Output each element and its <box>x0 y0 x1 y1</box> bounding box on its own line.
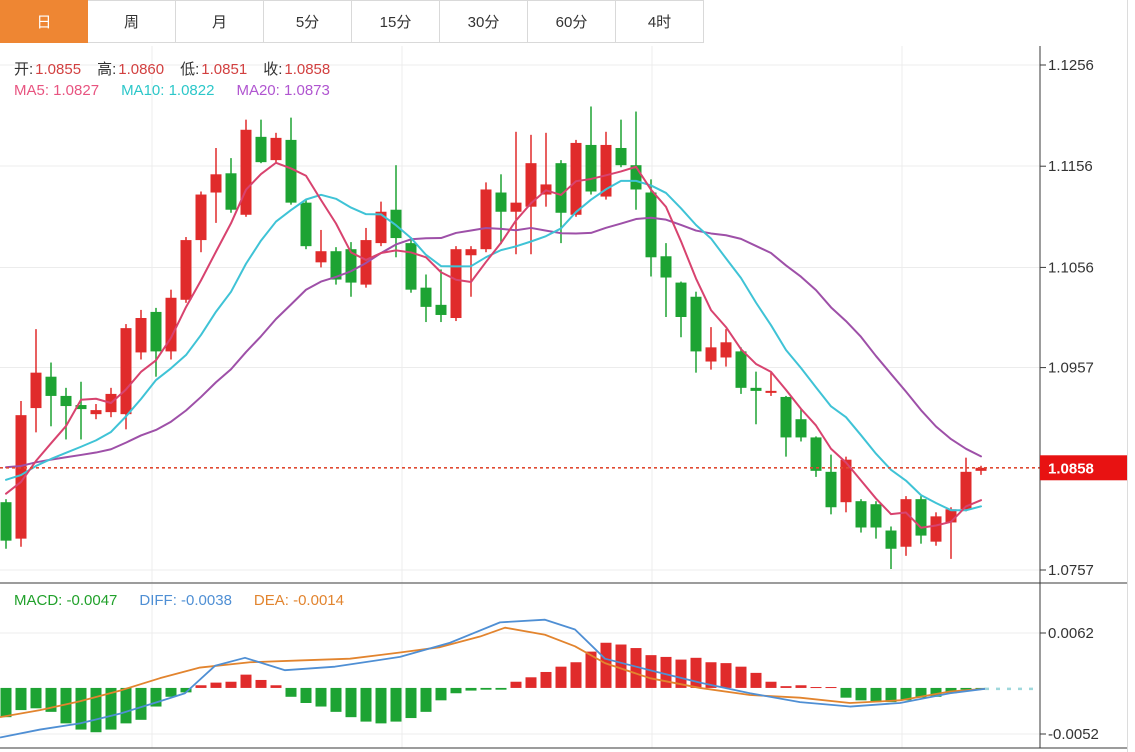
timeframe-tab-day[interactable]: 日 <box>0 0 88 43</box>
macd-value: MACD: -0.0047 <box>14 592 118 609</box>
svg-text:1.0858: 1.0858 <box>1048 460 1094 477</box>
candles-layer <box>0 106 987 569</box>
ma10-legend: MA10: 1.0822 <box>121 82 215 99</box>
macd-axis-labels: 0.0062 -0.0052 <box>1040 625 1099 743</box>
svg-text:1.0957: 1.0957 <box>1048 360 1094 377</box>
svg-text:0.0062: 0.0062 <box>1048 625 1094 642</box>
close-label: 收: <box>263 61 283 78</box>
timeframe-tab-month[interactable]: 月 <box>176 0 264 43</box>
timeframe-tab-5min[interactable]: 5分 <box>264 0 352 43</box>
ma-legend: MA5: 1.0827 MA10: 1.0822 MA20: 1.0873 <box>14 82 330 99</box>
timeframe-tab-15min[interactable]: 15分 <box>352 0 440 43</box>
diff-value: DIFF: -0.0038 <box>139 592 232 609</box>
timeframe-tab-week[interactable]: 周 <box>88 0 176 43</box>
svg-text:1.1056: 1.1056 <box>1048 259 1094 276</box>
right-edge-border <box>1127 0 1128 752</box>
low-value: 1.0851 <box>201 61 248 78</box>
dea-value: DEA: -0.0014 <box>253 592 344 609</box>
open-value: 1.0855 <box>35 61 82 78</box>
ma20-line <box>5 216 982 469</box>
dea-line <box>0 626 986 719</box>
low-label: 低: <box>180 61 200 78</box>
ma5-line <box>5 161 982 529</box>
chart-frame <box>0 46 1128 749</box>
current-price-tag: 1.0858 <box>1040 455 1128 481</box>
open-label: 开: <box>14 61 34 78</box>
high-value: 1.0860 <box>118 61 165 78</box>
timeframe-tabbar: 日周月 5分 15分 30分 60分 4时 <box>0 0 704 44</box>
timeframe-tab-30min[interactable]: 30分 <box>440 0 528 43</box>
timeframe-tab-4hour[interactable]: 4时 <box>616 0 704 43</box>
macd-legend: MACD: -0.0047 DIFF: -0.0038 DEA: -0.0014 <box>14 592 344 609</box>
svg-text:1.1256: 1.1256 <box>1048 57 1094 74</box>
svg-text:1.1156: 1.1156 <box>1048 158 1093 175</box>
ma20-legend: MA20: 1.0873 <box>236 82 330 99</box>
high-label: 高: <box>97 61 117 78</box>
diff-line <box>0 618 986 739</box>
macd-histogram <box>0 642 987 733</box>
timeframe-tab-60min[interactable]: 60分 <box>528 0 616 43</box>
ma5-legend: MA5: 1.0827 <box>14 82 100 99</box>
price-axis-labels: 1.1256 1.1156 1.1056 1.0957 1.0757 <box>1040 57 1094 579</box>
svg-text:1.0757: 1.0757 <box>1048 562 1094 579</box>
close-value: 1.0858 <box>284 61 331 78</box>
svg-text:-0.0052: -0.0052 <box>1048 726 1099 743</box>
gridlines <box>0 46 1040 748</box>
ohlc-header: 开: 1.0855 高: 1.0860 低: 1.0851 收: 1.0858 <box>14 58 346 79</box>
